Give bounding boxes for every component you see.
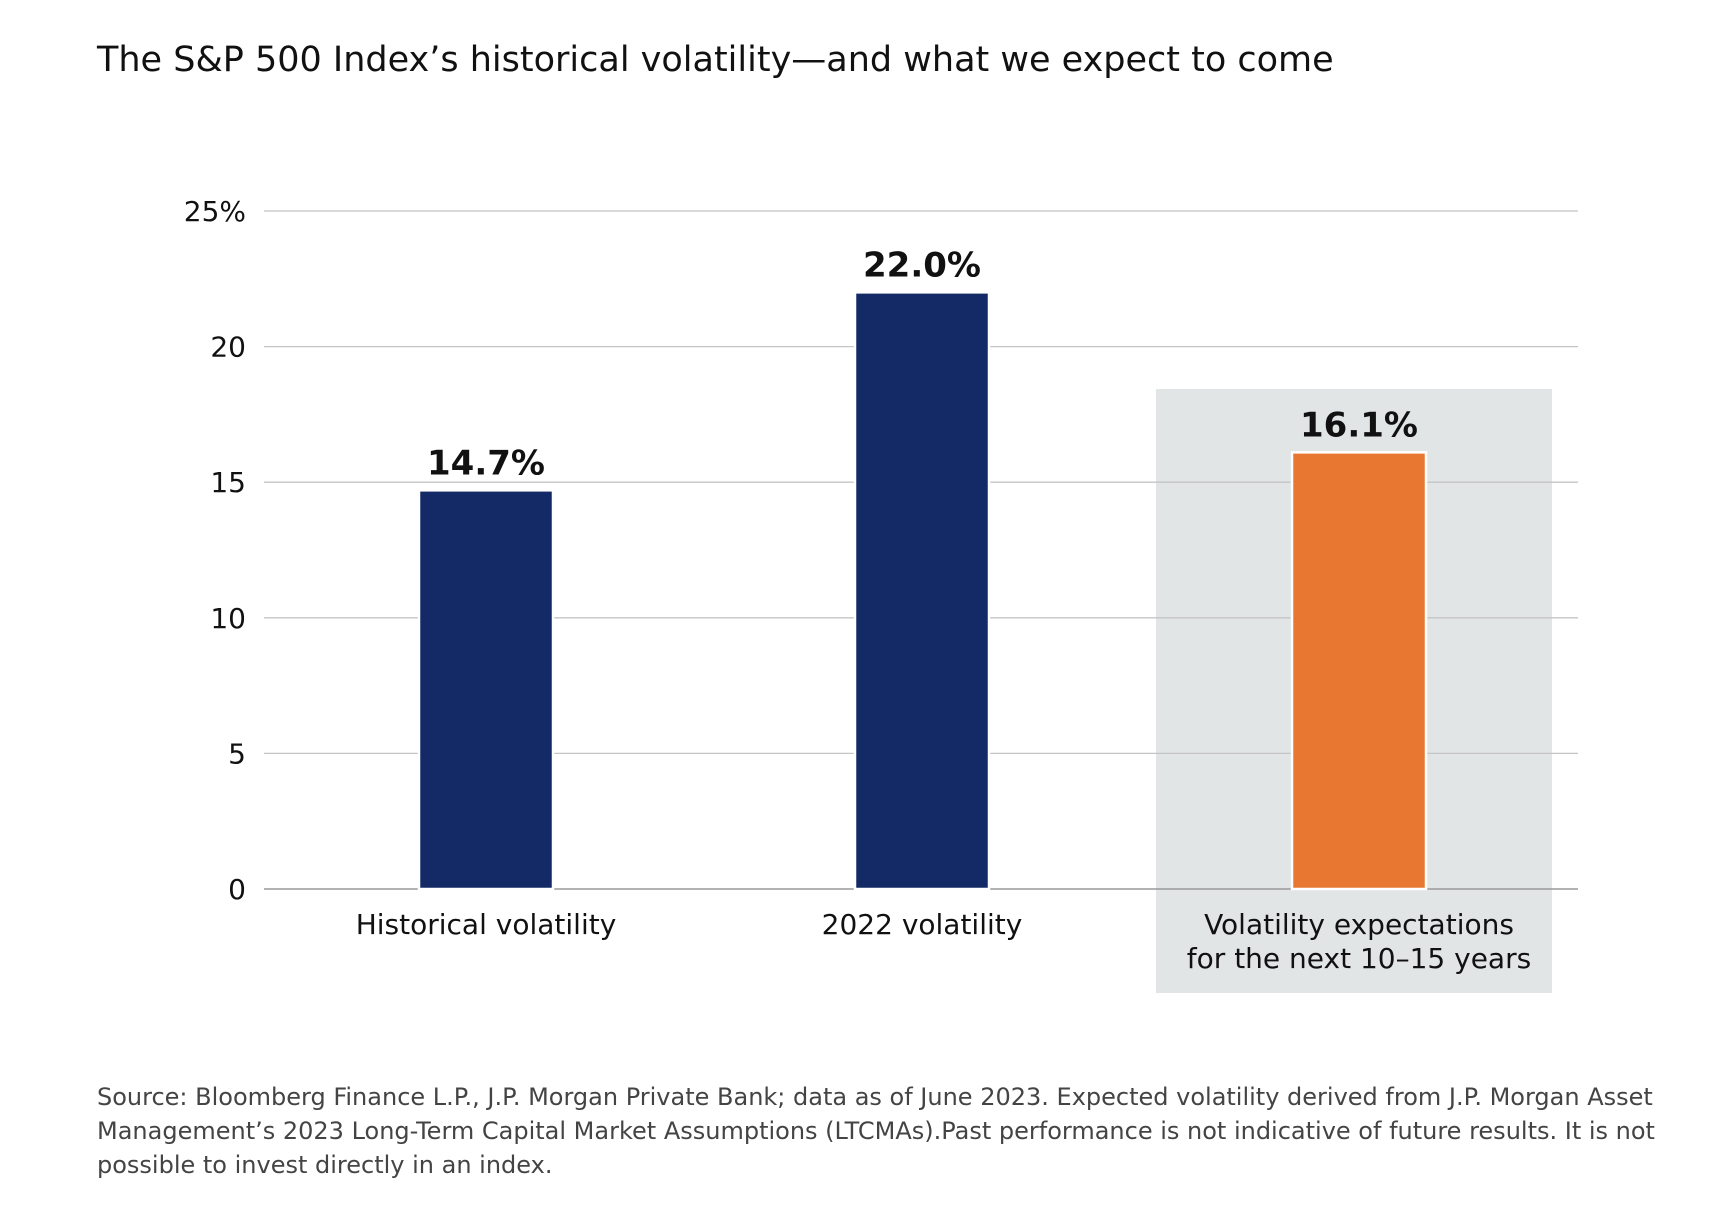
value-labels: 14.7% 22.0% 16.1%: [427, 245, 1418, 483]
y-tick-label: 0: [228, 873, 246, 906]
bar: [1290, 451, 1428, 891]
x-tick-label: 2022 volatility: [822, 908, 1023, 941]
y-tick-label: 5: [228, 737, 246, 770]
y-tick-label: 15: [210, 466, 246, 499]
x-tick-label: for the next 10–15 years: [1187, 942, 1531, 975]
y-tick-label: 10: [210, 602, 246, 635]
data-label: 22.0%: [863, 245, 981, 285]
y-tick-label: 25%: [184, 195, 246, 228]
x-tick-label: Historical volatility: [356, 908, 617, 941]
bar: [417, 489, 555, 891]
category-labels: Historical volatility 2022 volatility Vola…: [356, 908, 1531, 975]
y-tick-label: 20: [210, 331, 246, 364]
data-label: 16.1%: [1300, 405, 1418, 445]
data-label: 14.7%: [427, 443, 545, 483]
bars: [417, 291, 1428, 891]
chart-title: The S&P 500 Index’s historical volatilit…: [97, 40, 1334, 80]
bar: [853, 291, 991, 891]
x-tick-label: Volatility expectations: [1204, 908, 1514, 941]
source-note: Source: Bloomberg Finance L.P., J.P. Mor…: [97, 1083, 1655, 1179]
y-axis-ticks: 0 5 10 15 20 25%: [184, 195, 246, 906]
